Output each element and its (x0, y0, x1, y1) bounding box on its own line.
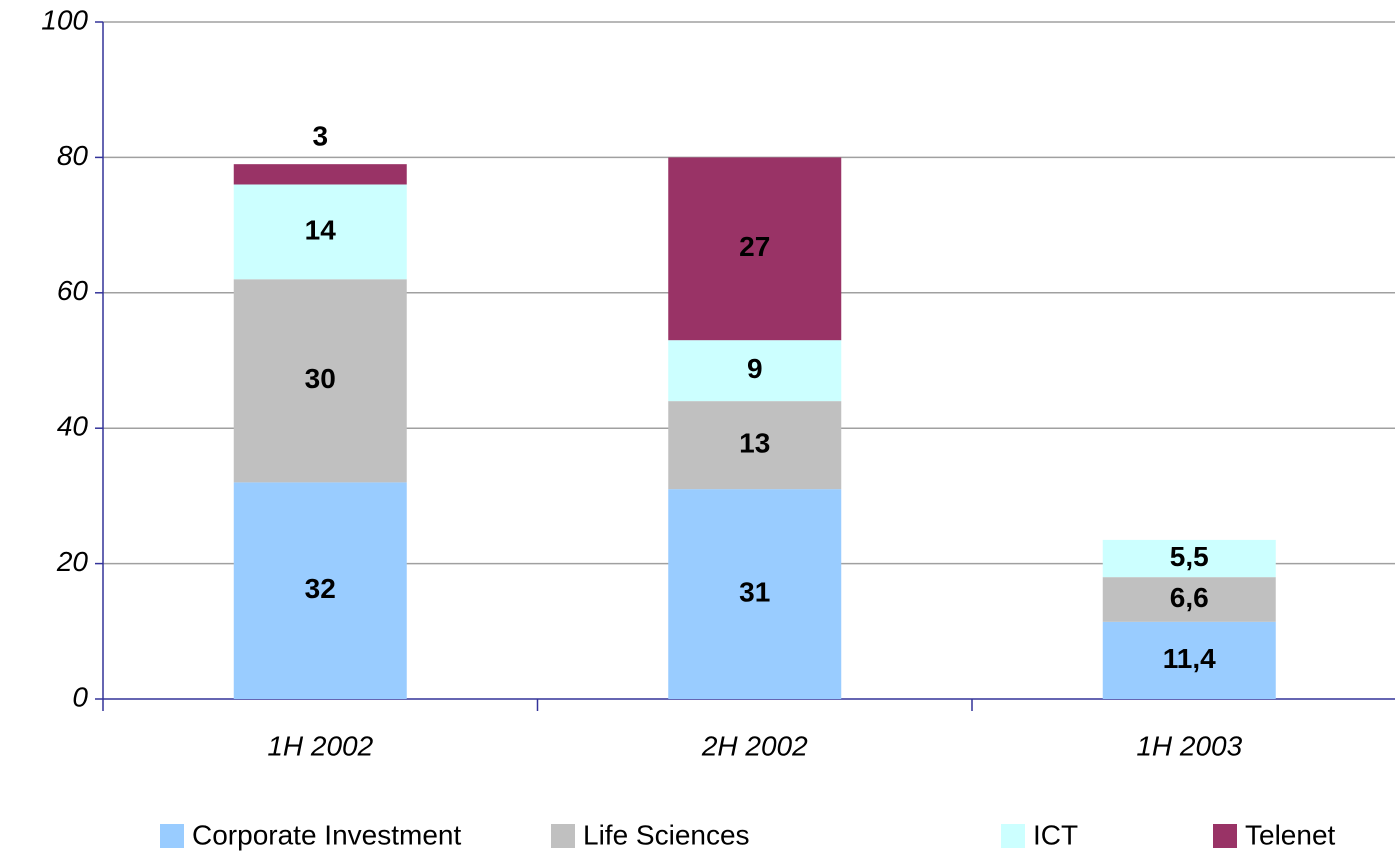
legend-swatch (1213, 824, 1237, 848)
bar-segment (233, 482, 407, 699)
bar-segment (668, 340, 842, 402)
y-tick-label: 60 (57, 275, 89, 306)
legend-label: ICT (1033, 819, 1078, 850)
bar-segment (668, 489, 842, 699)
y-tick-label: 80 (57, 140, 89, 171)
data-label: 30 (305, 363, 336, 394)
data-label: 14 (305, 214, 337, 245)
data-label: 6,6 (1170, 582, 1209, 613)
y-tick-label: 40 (57, 411, 89, 442)
legend-label: Telenet (1245, 819, 1336, 850)
bar-segment (668, 401, 842, 490)
legend-label: Corporate Investment (192, 819, 461, 850)
y-tick-label: 20 (56, 546, 89, 577)
bar-segment (233, 184, 407, 280)
y-tick-label: 100 (41, 4, 88, 35)
bar-segment (1102, 577, 1276, 622)
data-label: 32 (305, 573, 336, 604)
legend-swatch (160, 824, 184, 848)
data-label: 27 (739, 231, 770, 262)
bar-segment (233, 164, 407, 185)
bar-segment (1102, 539, 1276, 578)
data-label: 5,5 (1170, 541, 1209, 572)
bar-segment (668, 157, 842, 341)
x-tick-label: 1H 2002 (267, 730, 373, 761)
data-label: 3 (312, 121, 328, 152)
legend-label: Life Sciences (583, 819, 750, 850)
y-tick-label: 0 (72, 681, 88, 712)
x-tick-label: 1H 2003 (1136, 730, 1242, 761)
data-label: 13 (739, 428, 770, 459)
data-label: 31 (739, 576, 770, 607)
data-label: 11,4 (1163, 643, 1216, 674)
legend-swatch (551, 824, 575, 848)
data-label: 9 (747, 353, 763, 384)
x-tick-label: 2H 2002 (701, 730, 808, 761)
bar-segment (1102, 621, 1276, 699)
legend-swatch (1001, 824, 1025, 848)
bar-segment (233, 279, 407, 483)
